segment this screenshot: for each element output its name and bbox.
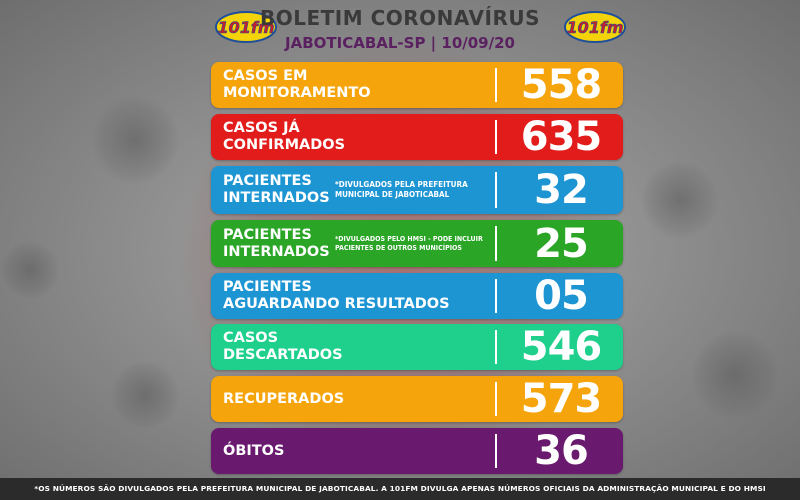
footer-disclaimer: *OS NÚMEROS SÃO DIVULGADOS PELA PREFEITU… [0, 478, 800, 500]
stat-row-confirmed: CASOS JÁ CONFIRMADOS 635 [211, 114, 623, 160]
divider [495, 120, 497, 154]
stat-value: 635 [520, 114, 603, 160]
stat-label: PACIENTES INTERNADOS [223, 226, 330, 260]
background-virus-image [640, 160, 720, 240]
stat-row-discarded: CASOS DESCARTADOS 546 [211, 324, 623, 370]
background-virus-image [110, 360, 180, 430]
stat-label: CASOS EM MONITORAMENTO [223, 68, 371, 101]
page-subtitle: JABOTICABAL-SP | 10/09/20 [285, 34, 515, 52]
stat-value: 546 [520, 324, 603, 370]
stat-value: 558 [520, 62, 603, 108]
stat-value: 25 [534, 220, 589, 267]
stat-label: PACIENTES INTERNADOS [223, 173, 330, 206]
logo-text: 101fm [566, 18, 623, 37]
header: 101fm BOLETIM CORONAVÍRUS JABOTICABAL-SP… [0, 0, 800, 60]
divider [495, 434, 497, 468]
stat-value: 05 [534, 273, 589, 319]
divider [495, 172, 497, 208]
stat-label: CASOS JÁ CONFIRMADOS [223, 120, 346, 153]
background-virus-image [90, 95, 180, 185]
stat-label: PACIENTES AGUARDANDO RESULTADOS [223, 279, 450, 312]
background-virus-image [690, 330, 780, 420]
stat-note: *DIVULGADOS PELA PREFEITURA MUNICIPAL DE … [335, 180, 468, 199]
stat-row-recovered: RECUPERADOS 573 [211, 376, 623, 422]
stat-label: ÓBITOS [223, 442, 285, 459]
background-virus-image [0, 240, 60, 300]
stat-label: RECUPERADOS [223, 390, 345, 407]
stat-value: 32 [534, 167, 589, 213]
stat-note: *DIVULGADOS PELO HMSI - PODE INCLUIR PACI… [335, 234, 483, 252]
stat-row-hospitalized-prefeitura: PACIENTES INTERNADOS *DIVULGADOS PELA PRE… [211, 166, 623, 214]
stat-value: 36 [534, 428, 589, 474]
stat-row-monitoring: CASOS EM MONITORAMENTO 558 [211, 62, 623, 108]
stat-row-hospitalized-hmsi: PACIENTES INTERNADOS *DIVULGADOS PELO HMS… [211, 220, 623, 267]
divider [495, 68, 497, 102]
divider [495, 279, 497, 313]
divider [495, 382, 497, 416]
stat-row-deaths: ÓBITOS 36 [211, 428, 623, 474]
stat-row-awaiting-results: PACIENTES AGUARDANDO RESULTADOS 05 [211, 273, 623, 319]
page-title: BOLETIM CORONAVÍRUS [259, 6, 540, 30]
footer-text: *OS NÚMEROS SÃO DIVULGADOS PELA PREFEITU… [34, 484, 766, 493]
stat-value: 573 [520, 376, 603, 422]
radio-logo: 101fm [215, 11, 277, 43]
logo-text: 101fm [217, 18, 274, 37]
stat-label: CASOS DESCARTADOS [223, 330, 343, 363]
radio-logo: 101fm [564, 11, 626, 43]
divider [495, 330, 497, 364]
divider [495, 226, 497, 261]
